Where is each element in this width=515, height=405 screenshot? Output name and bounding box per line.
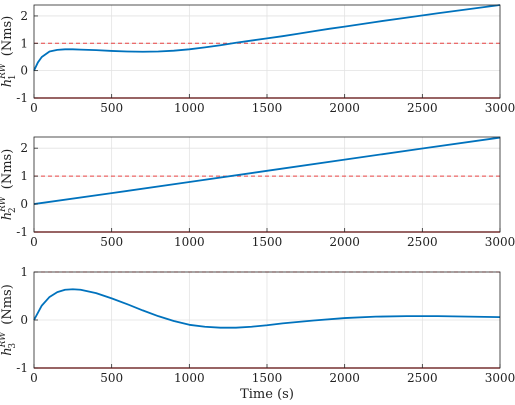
x-tick-label: 2000 xyxy=(329,235,360,249)
y-tick-label: 1 xyxy=(20,265,28,279)
y-tick-label: -1 xyxy=(16,91,28,105)
y-tick-label: 1 xyxy=(20,169,28,183)
series-line xyxy=(33,136,501,205)
y-tick-label: 2 xyxy=(20,141,28,155)
x-tick-label: 2000 xyxy=(329,101,360,115)
x-tick-label: 1500 xyxy=(252,235,283,249)
y-tick-label: 2 xyxy=(20,9,28,23)
x-tick-label: 500 xyxy=(100,235,123,249)
y-tick-label: 1 xyxy=(20,36,28,50)
x-tick-label: 0 xyxy=(30,235,38,249)
x-tick-label: 3000 xyxy=(485,235,515,249)
y-axis-label: hRW1 (Nms) xyxy=(0,16,18,88)
x-tick-label: 1500 xyxy=(252,371,283,385)
y-axis-label: hRW3 (Nms) xyxy=(0,284,18,356)
y-tick-label: 0 xyxy=(20,197,28,211)
x-tick-label: 1500 xyxy=(252,101,283,115)
y-tick-label: -1 xyxy=(16,361,28,375)
x-tick-label: 1000 xyxy=(174,101,205,115)
y-tick-label: 0 xyxy=(20,64,28,78)
y-axis-label: hRW2 (Nms) xyxy=(0,149,18,221)
x-tick-label: 0 xyxy=(30,371,38,385)
x-tick-label: 3000 xyxy=(485,371,515,385)
x-tick-label: 2000 xyxy=(329,371,360,385)
x-tick-label: 500 xyxy=(100,101,123,115)
series-line xyxy=(33,288,501,329)
x-tick-label: 1000 xyxy=(174,235,205,249)
x-tick-label: 2500 xyxy=(407,371,438,385)
y-tick-label: -1 xyxy=(16,225,28,239)
x-tick-label: 500 xyxy=(100,371,123,385)
series-line xyxy=(33,4,501,72)
x-tick-label: 2500 xyxy=(407,101,438,115)
x-tick-label: 2500 xyxy=(407,235,438,249)
x-tick-label: 1000 xyxy=(174,371,205,385)
x-tick-label: 3000 xyxy=(485,101,515,115)
x-axis-label: Time (s) xyxy=(240,387,294,402)
y-tick-label: 0 xyxy=(20,313,28,327)
x-tick-label: 0 xyxy=(30,101,38,115)
